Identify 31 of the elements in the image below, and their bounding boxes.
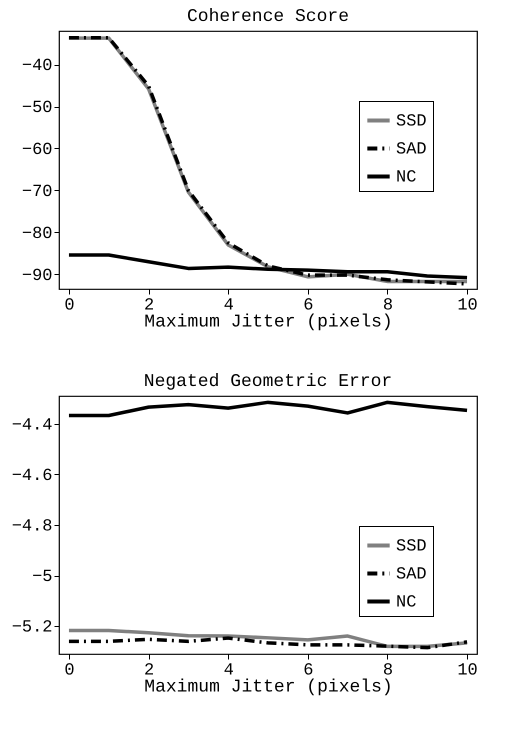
x-tick-label: 2 bbox=[144, 662, 154, 680]
legend-label: NC bbox=[396, 168, 416, 188]
y-tick-label: −60 bbox=[22, 140, 52, 160]
y-tick-label: −4.6 bbox=[12, 466, 52, 486]
x-tick-label: 0 bbox=[64, 662, 75, 680]
y-tick-label: −5 bbox=[32, 568, 52, 588]
y-tick-label: −40 bbox=[22, 57, 52, 76]
x-tick-label: 4 bbox=[224, 662, 234, 680]
y-tick-label: −5.2 bbox=[12, 618, 52, 638]
legend-label: SAD bbox=[396, 140, 427, 160]
y-tick-label: −80 bbox=[22, 224, 52, 244]
y-tick-label: −50 bbox=[22, 99, 52, 118]
y-tick-label: −90 bbox=[22, 266, 52, 286]
chart-title: Coherence Score bbox=[186, 7, 350, 27]
legend-label: SSD bbox=[396, 112, 427, 132]
x-tick-label: 0 bbox=[64, 296, 75, 316]
legend-label: SSD bbox=[396, 538, 427, 556]
x-axis-title: Maximum Jitter (pixels) bbox=[144, 678, 393, 698]
x-tick-label: 10 bbox=[457, 662, 478, 680]
line-series bbox=[67, 636, 469, 650]
x-tick-label: 10 bbox=[457, 296, 478, 316]
line-series bbox=[67, 400, 469, 418]
legend-label: SAD bbox=[396, 566, 427, 584]
x-tick-label: 4 bbox=[224, 296, 234, 316]
legend-label: NC bbox=[396, 594, 416, 612]
x-axis-title: Maximum Jitter (pixels) bbox=[144, 312, 393, 332]
y-tick-label: −4.4 bbox=[12, 416, 52, 436]
chart-title: Negated Geometric Error bbox=[144, 372, 392, 392]
x-tick-label: 2 bbox=[144, 296, 154, 316]
y-tick-label: −4.8 bbox=[12, 518, 52, 536]
y-tick-label: −70 bbox=[22, 182, 52, 202]
